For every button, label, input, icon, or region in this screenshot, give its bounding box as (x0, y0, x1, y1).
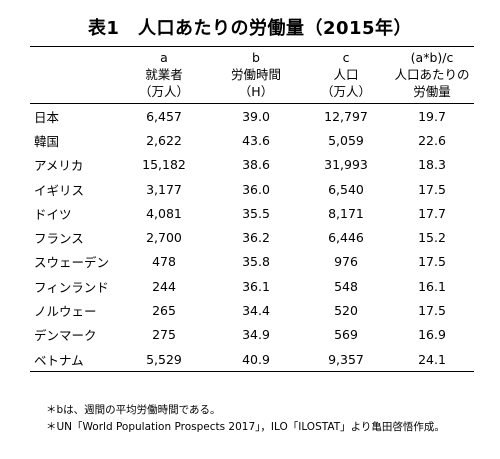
workers-cell: 4,081 (146, 205, 182, 221)
population-cell: 520 (334, 303, 358, 319)
table-row: デンマーク 275 34.9 569 16.9 (30, 323, 474, 347)
table-row: 韓国 2,622 43.6 5,059 22.6 (30, 128, 474, 152)
hours-cell: 36.0 (242, 181, 270, 197)
workers-cell: 478 (152, 254, 176, 270)
country-cell: ベトナム (30, 346, 118, 373)
header-population: c 人口 （万人） (302, 46, 390, 104)
table-row: 日本 6,457 39.0 12,797 19.7 (30, 104, 474, 129)
hours-cell: 40.9 (210, 346, 302, 373)
population-cell: 12,797 (324, 108, 368, 124)
table-row: ドイツ 4,081 35.5 8,171 17.7 (30, 201, 474, 225)
table-row: ノルウェー 265 34.4 520 17.5 (30, 298, 474, 322)
country-cell: 日本 (34, 109, 60, 125)
labor-cell: 18.3 (418, 157, 446, 173)
hours-cell: 35.8 (242, 254, 270, 270)
header-country (30, 46, 118, 104)
country-cell: 韓国 (34, 133, 60, 149)
workers-cell: 2,700 (146, 230, 182, 246)
labor-cell: 22.6 (418, 132, 446, 148)
labor-cell: 24.1 (390, 346, 474, 373)
table-title: 表1 人口あたりの労働量（2015年） (87, 18, 413, 39)
footnote: ＊bは、週間の平均労働時間である。 (46, 404, 221, 416)
table-row: スウェーデン 478 35.8 976 17.5 (30, 250, 474, 274)
population-cell: 6,540 (328, 181, 364, 197)
hours-cell: 35.5 (242, 205, 270, 221)
population-cell: 6,446 (328, 230, 364, 246)
population-cell: 569 (334, 327, 358, 343)
hours-cell: 43.6 (242, 132, 270, 148)
country-cell: フィンランド (34, 279, 109, 295)
table-row: アメリカ 15,182 38.6 31,993 18.3 (30, 153, 474, 177)
population-cell: 976 (334, 254, 358, 270)
labor-cell: 17.5 (418, 254, 446, 270)
workers-cell: 2,622 (146, 132, 182, 148)
labor-cell: 17.5 (418, 181, 446, 197)
country-cell: デンマーク (34, 328, 97, 344)
labor-cell: 16.9 (418, 327, 446, 343)
table-row: イギリス 3,177 36.0 6,540 17.5 (30, 177, 474, 201)
country-cell: スウェーデン (34, 255, 110, 271)
table-row: フィンランド 244 36.1 548 16.1 (30, 274, 474, 298)
header-row: a 就業者 （万人） b 労働時間 （H） c 人口 （万人） (a*b)/c … (30, 46, 474, 104)
footnote: ＊UN「World Population Prospects 2017」，ILO… (46, 421, 445, 433)
labor-table: a 就業者 （万人） b 労働時間 （H） c 人口 （万人） (a*b)/c … (30, 46, 474, 373)
country-cell: ノルウェー (34, 304, 97, 320)
header-labor-per-capita: (a*b)/c 人口あたりの 労働量 (390, 46, 474, 104)
hours-cell: 36.2 (242, 230, 270, 246)
hours-cell: 36.1 (242, 278, 270, 294)
table-row: ベトナム 5,529 40.9 9,357 24.1 (30, 346, 474, 373)
labor-cell: 17.5 (418, 303, 446, 319)
workers-cell: 244 (152, 278, 176, 294)
population-cell: 31,993 (324, 157, 368, 173)
header-hours: b 労働時間 （H） (210, 46, 302, 104)
workers-cell: 3,177 (146, 181, 182, 197)
workers-cell: 275 (152, 327, 176, 343)
workers-cell: 15,182 (142, 157, 186, 173)
table-body: 日本 6,457 39.0 12,797 19.7 韓国 2,622 43.6 5,059 22.… (30, 104, 474, 373)
footnotes: ＊bは、週間の平均労働時間である。 ＊UN「World Population P… (46, 402, 445, 436)
hours-cell: 39.0 (242, 108, 270, 124)
population-cell: 5,059 (328, 132, 364, 148)
population-cell: 9,357 (302, 346, 390, 373)
country-cell: アメリカ (34, 158, 84, 174)
population-cell: 8,171 (328, 205, 364, 221)
country-cell: イギリス (34, 182, 85, 198)
labor-cell: 16.1 (418, 278, 446, 294)
table-row: フランス 2,700 36.2 6,446 15.2 (30, 225, 474, 249)
country-cell: ドイツ (34, 206, 72, 222)
labor-cell: 19.7 (418, 108, 446, 124)
country-cell: フランス (34, 231, 84, 247)
population-cell: 548 (334, 278, 358, 294)
labor-cell: 15.2 (418, 230, 446, 246)
workers-cell: 6,457 (146, 108, 182, 124)
header-workers: a 就業者 （万人） (118, 46, 210, 104)
workers-cell: 5,529 (118, 346, 210, 373)
hours-cell: 38.6 (242, 157, 270, 173)
hours-cell: 34.9 (242, 327, 270, 343)
hours-cell: 34.4 (242, 303, 270, 319)
workers-cell: 265 (152, 303, 176, 319)
labor-cell: 17.7 (418, 205, 446, 221)
